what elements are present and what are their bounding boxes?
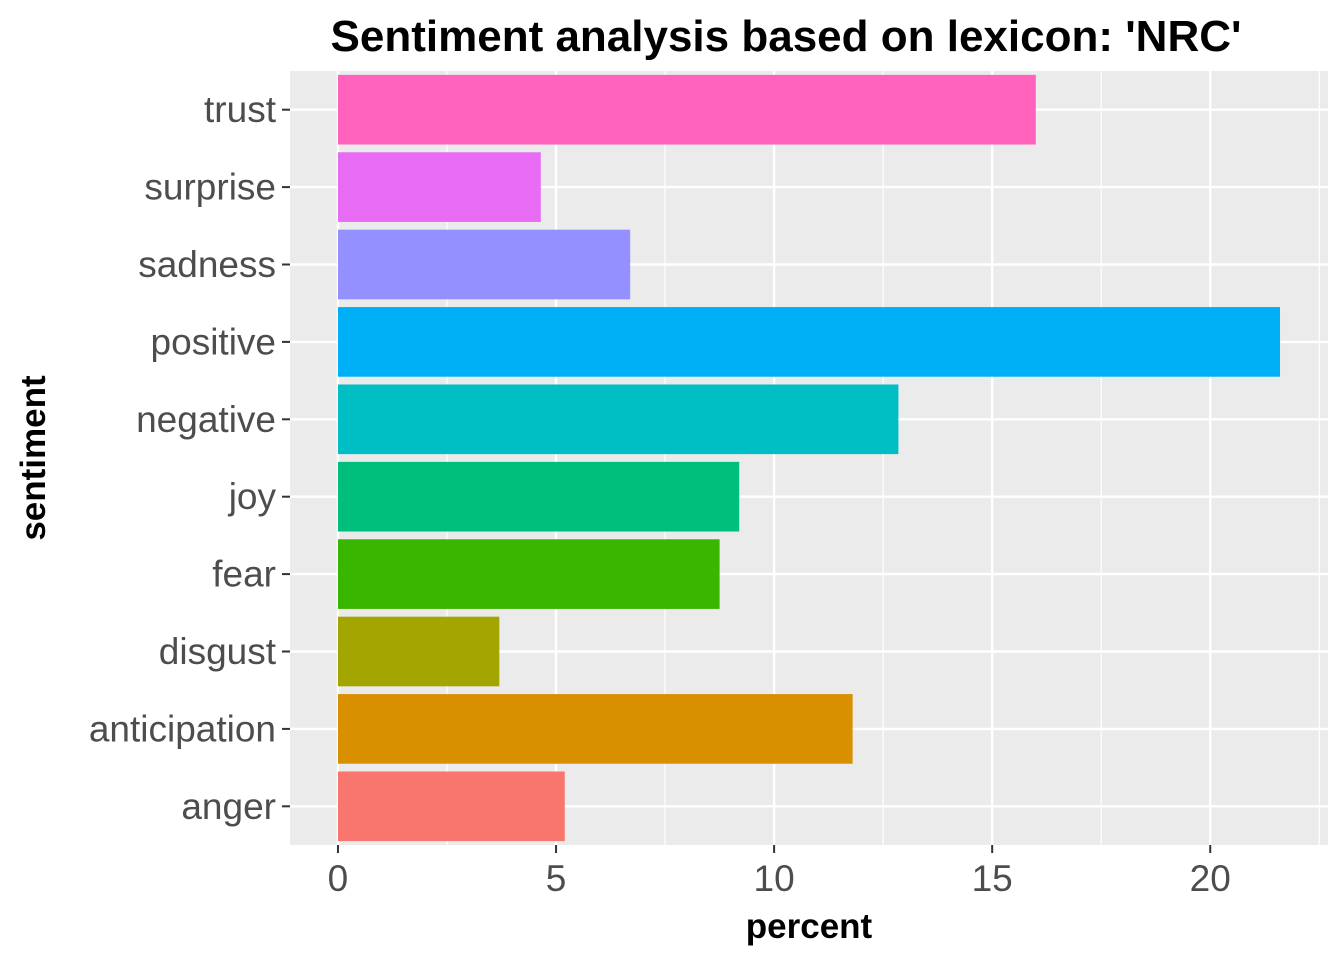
x-axis: 0 5 10 15 20 <box>328 845 1231 899</box>
x-tick-label: 20 <box>1190 858 1231 899</box>
bar-anger <box>337 771 565 842</box>
y-tick-label: sadness <box>138 244 276 285</box>
x-tick-label: 5 <box>546 858 567 899</box>
y-tick-label: fear <box>212 554 276 595</box>
y-tick-label: positive <box>151 321 276 362</box>
y-tick-label: trust <box>204 89 277 130</box>
bar-joy <box>337 461 740 532</box>
y-tick-label: disgust <box>159 631 277 672</box>
y-axis: anger anticipation disgust fear joy negative p… <box>89 89 290 827</box>
bars <box>337 74 1281 842</box>
bar-trust <box>337 74 1036 145</box>
bar-positive <box>337 307 1281 377</box>
bar-fear <box>337 539 720 609</box>
major-gridlines <box>290 71 1328 845</box>
y-axis-title: sentiment <box>14 375 53 541</box>
x-axis-title: percent <box>746 907 873 946</box>
bar-disgust <box>337 616 500 687</box>
bar-negative <box>337 384 899 455</box>
y-tick-label: surprise <box>144 167 276 208</box>
y-tick-label: joy <box>228 476 277 517</box>
x-tick-label: 15 <box>972 858 1013 899</box>
bar-surprise <box>337 152 541 222</box>
bar-anticipation <box>337 694 853 764</box>
bar-sadness <box>337 229 631 300</box>
y-tick-label: negative <box>136 399 276 440</box>
y-tick-label: anger <box>181 786 276 827</box>
y-tick-label: anticipation <box>89 708 276 749</box>
chart-title: Sentiment analysis based on lexicon: 'NR… <box>331 12 1242 61</box>
x-tick-label: 0 <box>328 858 349 899</box>
x-tick-label: 10 <box>754 858 795 899</box>
